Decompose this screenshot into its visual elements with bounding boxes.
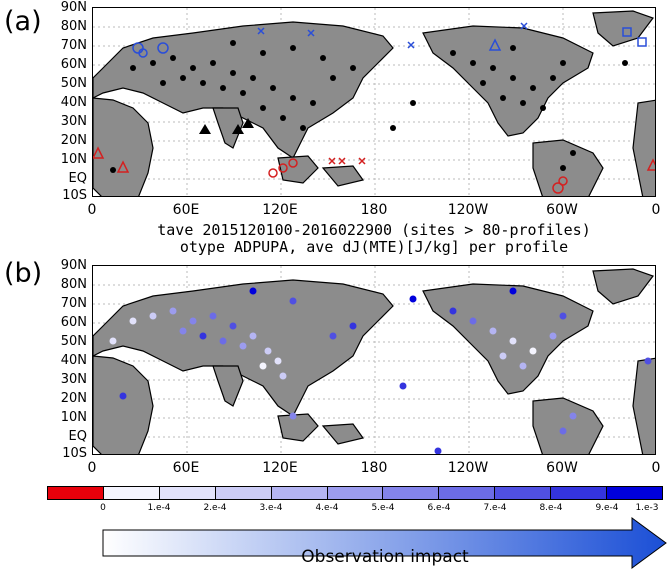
lon-label: 120E [262,460,298,476]
lon-label: 180 [360,202,388,218]
blue-markers-a [132,22,647,58]
colorbar-segment [48,487,104,499]
colorbar-segment [103,487,160,499]
lon-label: 180 [360,460,388,476]
colorbar-segment [215,487,272,499]
map-panel-a [92,7,656,197]
lat-label: 10N [60,410,87,425]
lon-label: 0 [651,202,661,218]
lat-label: 60N [60,57,87,72]
colorbar-label: 3.e-4 [259,503,283,513]
lat-label: 70N [60,296,87,311]
colorbar-label: 7.e-4 [483,503,507,513]
lon-label: 60E [172,460,200,476]
colorbar-label: 2.e-4 [203,503,227,513]
lat-label: 30N [60,114,87,129]
impact-markers-b [109,287,652,454]
colorbar-segment [607,487,662,499]
impact-arrow-label: Observation impact [301,547,469,567]
lat-label: 20N [60,133,87,148]
colorbar-segment [159,487,216,499]
lat-label: EQ [68,171,87,186]
lon-label: 60W [546,202,578,218]
lat-label: 10N [60,152,87,167]
lat-label: EQ [68,429,87,444]
colorbar-label: 4.e-4 [315,503,339,513]
colorbar-label: 1.e-3 [635,503,659,513]
lat-label: 20N [60,391,87,406]
lon-label: 60W [546,460,578,476]
red-markers-a [93,146,655,194]
lon-label: 60E [172,202,200,218]
panel-b-letter: (b) [4,258,43,289]
lat-label: 40N [60,95,87,110]
colorbar-label: 9.e-4 [595,503,619,513]
map-panel-b [92,265,656,455]
map-b-svg [93,266,655,454]
lat-label: 30N [60,372,87,387]
colorbar-segment [271,487,328,499]
lon-label: 120W [447,202,489,218]
impact-arrow [102,517,667,569]
map-a-svg [93,8,655,196]
lon-label: 0 [87,202,97,218]
colorbar-segment [383,487,440,499]
colorbar-label: 0 [100,503,106,513]
lat-label: 50N [60,334,87,349]
colorbar-label: 6.e-4 [427,503,451,513]
colorbar-segment [495,487,552,499]
lat-label: 60N [60,315,87,330]
lon-label: 0 [651,460,661,476]
colorbar-segment [551,487,608,499]
panel-a-caption-line1: tave 2015120100-2016022900 (sites > 80-p… [157,221,591,239]
colorbar-label: 8.e-4 [539,503,563,513]
panel-a-letter: (a) [4,6,42,37]
colorbar-label: 5.e-4 [371,503,395,513]
lat-label: 10S [62,446,87,461]
colorbar-segment [439,487,496,499]
lon-label: 0 [87,460,97,476]
colorbar [47,486,663,500]
lat-label: 10S [62,188,87,203]
lon-label: 120E [262,202,298,218]
lat-label: 80N [60,19,87,34]
lat-label: 90N [60,258,87,273]
lat-label: 40N [60,353,87,368]
station-markers-a [110,40,628,173]
panel-a-caption-line2: otype ADPUPA, ave dJ(MTE)[J/kg] per prof… [179,238,569,256]
lat-label: 80N [60,277,87,292]
colorbar-label: 1.e-4 [147,503,171,513]
triangle-markers-a [199,118,254,134]
lon-label: 120W [447,460,489,476]
lat-label: 90N [60,0,87,15]
lat-label: 50N [60,76,87,91]
colorbar-segment [327,487,384,499]
lat-label: 70N [60,38,87,53]
